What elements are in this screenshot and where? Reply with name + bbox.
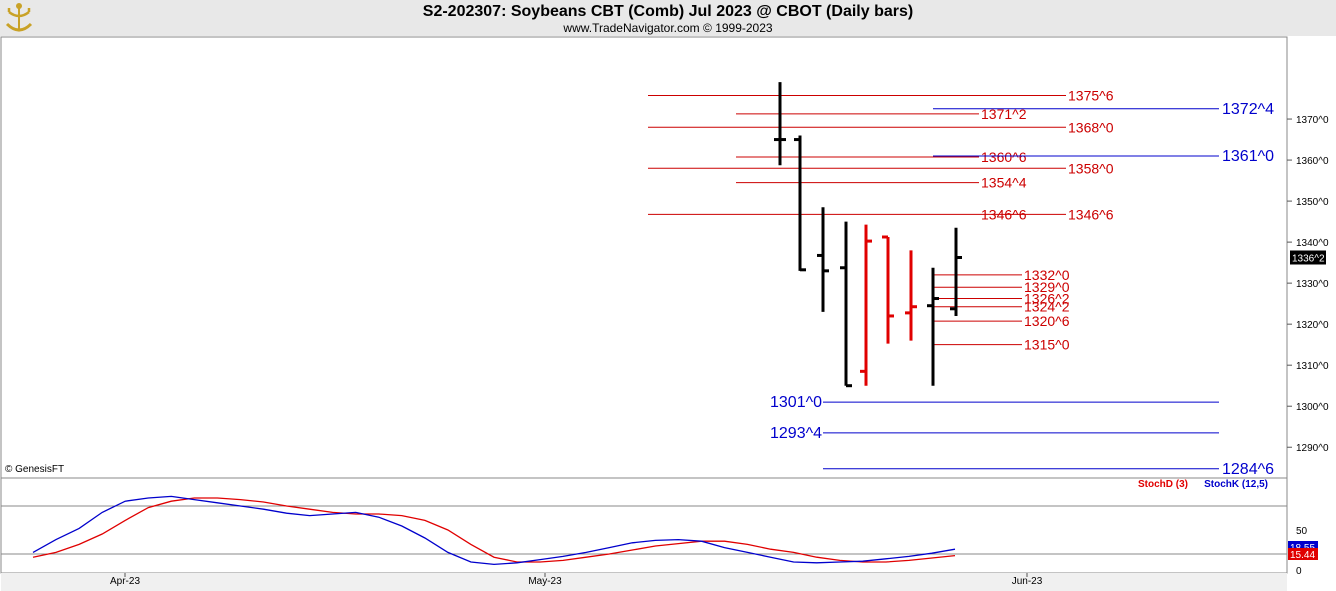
stoch-d-last-label: 15.44	[1290, 550, 1315, 561]
level-label: 1320^6	[1024, 313, 1070, 329]
stoch-axis: 50018.5515.44	[1288, 526, 1318, 577]
price-tick-label: 1320^0	[1296, 320, 1329, 331]
last-price-marker: 1336^2	[1290, 250, 1326, 265]
date-axis: Apr-23 May-23 Jun-23	[1, 573, 1287, 591]
price-tick-label: 1350^0	[1296, 197, 1329, 208]
trident-anchor-icon	[4, 2, 34, 39]
level-label: 1315^0	[1024, 337, 1070, 353]
level-label: 1326^2	[1024, 291, 1070, 307]
price-tick-label: 1290^0	[1296, 443, 1329, 454]
price-tick-label: 1300^0	[1296, 402, 1329, 413]
date-tick-label: May-23	[528, 576, 562, 587]
stoch-k-line	[32, 495, 956, 566]
price-tick-label: 1370^0	[1296, 115, 1329, 126]
price-axis: 1370^0 1360^0 1350^0 1340^0 1330^0 1320^0 1310…	[1287, 115, 1329, 454]
level-label: 1368^0	[1068, 119, 1114, 135]
level-lines: 1375^6 1371^2 1368^0 1360^6 1358^0 1354^4 1346…	[648, 87, 1274, 478]
chart-header: S2-202307: Soybeans CBT (Comb) Jul 2023 …	[0, 0, 1336, 36]
level-label: 1293^4	[770, 425, 822, 442]
stoch-tick-label: 50	[1296, 526, 1308, 537]
level-label: 1301^0	[770, 394, 822, 411]
date-axis-band	[1, 573, 1287, 591]
level-label: 1360^6	[981, 149, 1027, 165]
price-bars	[774, 82, 962, 388]
chart-title: S2-202307: Soybeans CBT (Comb) Jul 2023 …	[422, 3, 914, 20]
last-price-box	[1290, 250, 1326, 265]
level-label: 1361^0	[1222, 148, 1274, 165]
legend-stoch-d: StochD (3)	[1138, 479, 1188, 490]
price-tick-label: 1360^0	[1296, 156, 1329, 167]
date-tick-label: Apr-23	[110, 576, 140, 587]
copyright: © GenesisFT	[5, 464, 64, 475]
level-label: 1375^6	[1068, 87, 1114, 103]
level-label: 1354^4	[981, 175, 1027, 191]
legend-stoch-k: StochK (12,5)	[1204, 479, 1268, 490]
chart-subtitle: www.TradeNavigator.com © 1999-2023	[563, 21, 773, 35]
last-price-label: 1336^2	[1292, 254, 1325, 265]
stoch-d-last-box	[1288, 548, 1318, 560]
level-label: 1358^0	[1068, 160, 1114, 176]
date-tick-label: Jun-23	[1012, 576, 1043, 587]
price-tick-label: 1310^0	[1296, 361, 1329, 372]
level-label: 1324^2	[1024, 299, 1070, 315]
level-label: 1346^6	[1068, 206, 1114, 222]
level-label: 1284^6	[1222, 461, 1274, 478]
level-label: 1332^0	[1024, 267, 1070, 283]
level-label: 1371^2	[981, 106, 1027, 122]
price-tick-label: 1330^0	[1296, 279, 1329, 290]
stoch-tick-label: 0	[1296, 566, 1302, 577]
level-label: 1329^0	[1024, 279, 1070, 295]
price-tick-label: 1340^0	[1296, 238, 1329, 249]
stochastic-lines	[1, 495, 1287, 566]
price-panel-frame	[0, 36, 1288, 479]
level-label: 1372^4	[1222, 101, 1274, 118]
stoch-panel-frame	[0, 477, 1288, 574]
